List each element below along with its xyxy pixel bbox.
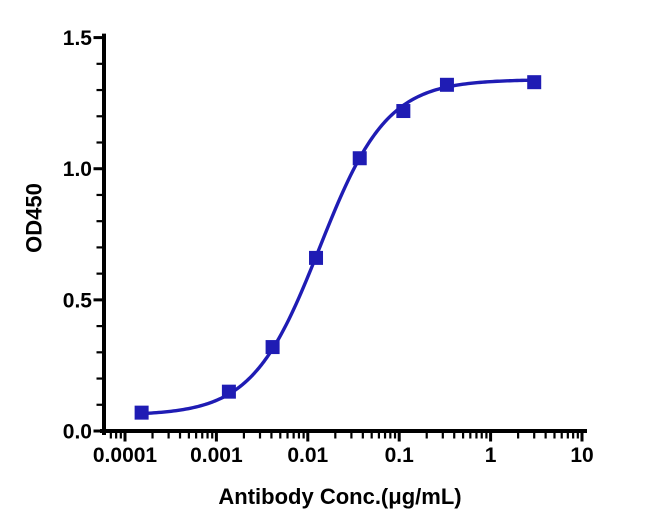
y-tick-label: 0.5 xyxy=(63,289,93,312)
x-axis-title: Antibody Conc.(μg/mL) xyxy=(218,484,461,509)
x-tick-label: 0.001 xyxy=(190,444,243,467)
y-tick-label: 0.0 xyxy=(63,421,92,444)
x-tick-label: 10 xyxy=(570,444,593,467)
data-point-marker xyxy=(527,75,542,90)
data-point-marker xyxy=(396,104,411,119)
data-point-marker xyxy=(134,405,149,420)
data-point-marker xyxy=(265,340,280,355)
data-point-marker xyxy=(309,250,324,265)
data-point-marker xyxy=(221,384,236,399)
y-axis-ticks: 0.0 0.5 1.0 1.5 xyxy=(63,27,102,444)
plot-series xyxy=(134,75,542,420)
x-axis-ticks: 0.0001 0.001 0.01 0.1 1 10 xyxy=(93,433,594,467)
x-tick-label: 0.1 xyxy=(385,444,415,467)
x-tick-label: 0.01 xyxy=(287,444,328,467)
y-tick-label: 1.0 xyxy=(63,158,92,181)
y-axis-title: OD450 xyxy=(22,183,47,253)
data-point-marker xyxy=(352,151,367,166)
x-tick-label: 0.0001 xyxy=(93,444,158,467)
fit-curve xyxy=(139,78,536,416)
data-point-marker xyxy=(439,77,454,92)
y-tick-label: 1.5 xyxy=(63,27,93,50)
x-tick-label: 1 xyxy=(485,444,497,467)
